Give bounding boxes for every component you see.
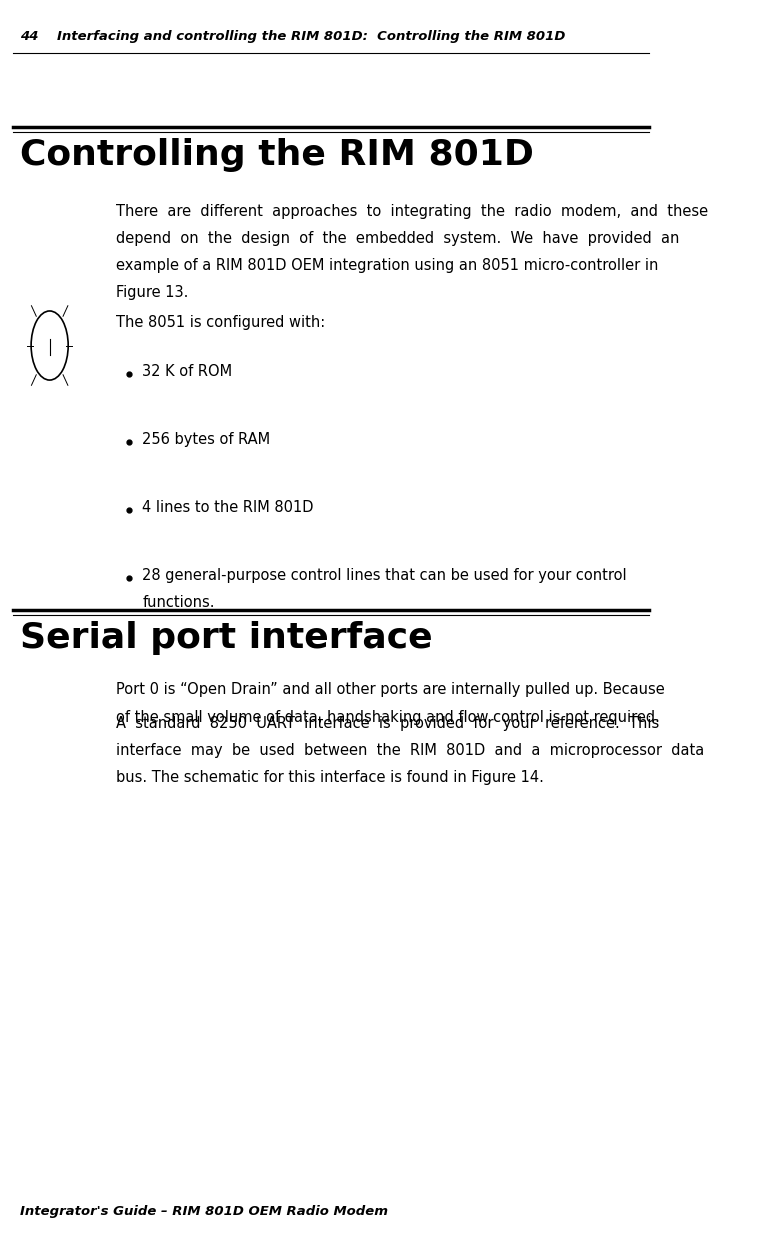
Text: Integrator's Guide – RIM 801D OEM Radio Modem: Integrator's Guide – RIM 801D OEM Radio …: [20, 1204, 388, 1218]
Text: 28 general-purpose control lines that can be used for your control: 28 general-purpose control lines that ca…: [142, 568, 627, 582]
Text: interface  may  be  used  between  the  RIM  801D  and  a  microprocessor  data: interface may be used between the RIM 80…: [116, 743, 704, 758]
Text: depend  on  the  design  of  the  embedded  system.  We  have  provided  an: depend on the design of the embedded sys…: [116, 231, 679, 246]
Text: example of a RIM 801D OEM integration using an 8051 micro-controller in: example of a RIM 801D OEM integration us…: [116, 258, 658, 273]
Text: bus. The schematic for this interface is found in Figure 14.: bus. The schematic for this interface is…: [116, 770, 544, 785]
Text: 32 K of ROM: 32 K of ROM: [142, 364, 233, 379]
Text: Figure 13.: Figure 13.: [116, 285, 188, 300]
Text: Serial port interface: Serial port interface: [20, 621, 432, 655]
Text: of the small volume of data, handshaking and flow control is not required.: of the small volume of data, handshaking…: [116, 710, 659, 724]
Text: 44    Interfacing and controlling the RIM 801D:  Controlling the RIM 801D: 44 Interfacing and controlling the RIM 8…: [20, 30, 565, 43]
Text: 256 bytes of RAM: 256 bytes of RAM: [142, 432, 271, 447]
Text: Port 0 is “Open Drain” and all other ports are internally pulled up. Because: Port 0 is “Open Drain” and all other por…: [116, 682, 665, 697]
Text: There  are  different  approaches  to  integrating  the  radio  modem,  and  the: There are different approaches to integr…: [116, 204, 708, 218]
Text: 4 lines to the RIM 801D: 4 lines to the RIM 801D: [142, 500, 314, 515]
Text: The 8051 is configured with:: The 8051 is configured with:: [116, 315, 325, 329]
Text: Controlling the RIM 801D: Controlling the RIM 801D: [20, 138, 534, 173]
Text: functions.: functions.: [142, 595, 215, 610]
Text: A  standard  8250  UART  interface  is  provided  for  your  reference.  This: A standard 8250 UART interface is provid…: [116, 716, 659, 731]
